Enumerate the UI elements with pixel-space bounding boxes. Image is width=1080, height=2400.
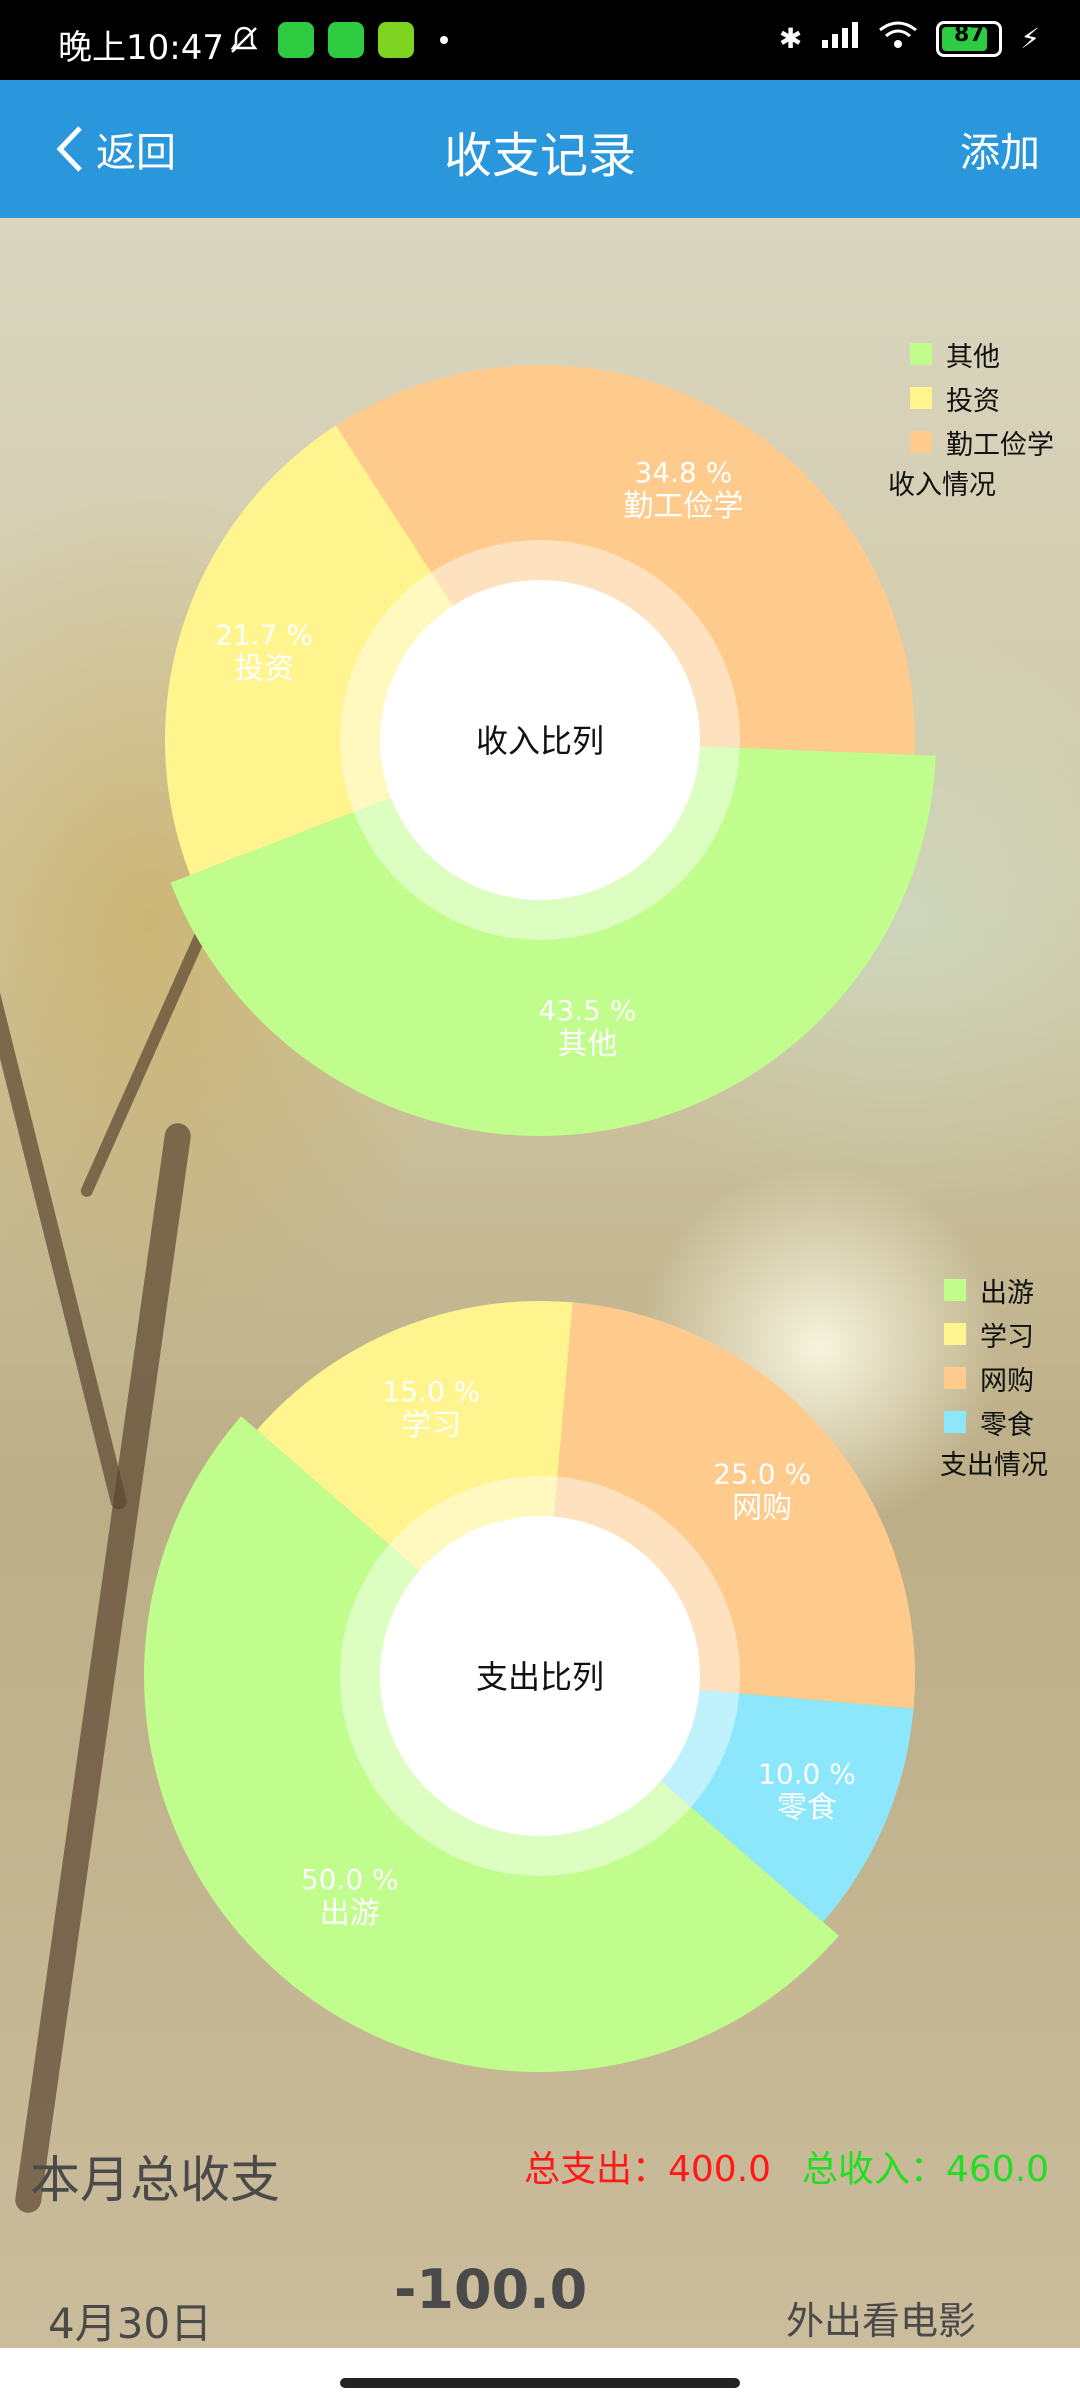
legend-swatch-study xyxy=(944,1323,966,1345)
slice-percent-label: 43.5 % xyxy=(539,994,637,1027)
total-income: 总收入：460.0 xyxy=(802,2149,1050,2190)
status-time: 晚上10:47 xyxy=(58,28,224,68)
slice-category-label: 零食 xyxy=(777,1790,837,1825)
donut-hole xyxy=(380,1516,700,1836)
status-bar: 晚上10:47 ✱ 87 ⚡ xyxy=(0,0,1080,80)
top-navbar: 返回 收支记录 添加 xyxy=(0,80,1080,218)
expense-legend: 出游 学习 网购 零食 支出情况 xyxy=(940,1268,1048,1488)
chevron-left-icon xyxy=(56,126,82,172)
wifi-icon xyxy=(878,20,918,57)
legend-label: 勤工俭学 xyxy=(946,429,1054,461)
legend-swatch-work-study xyxy=(910,431,932,453)
home-indicator[interactable] xyxy=(340,2378,740,2388)
legend-title: 支出情况 xyxy=(940,1450,1048,1481)
donut-hole xyxy=(380,580,700,900)
slice-category-label: 其他 xyxy=(557,1027,617,1062)
legend-title: 收入情况 xyxy=(888,470,996,501)
legend-label: 学习 xyxy=(980,1321,1034,1353)
legend-item: 零食 xyxy=(944,1400,1048,1444)
shield-app-icon xyxy=(328,22,364,58)
pie-slice[interactable] xyxy=(335,364,916,755)
slice-category-label: 学习 xyxy=(401,1408,461,1443)
income-legend: 其他 投资 勤工俭学 收入情况 xyxy=(888,332,1054,508)
legend-item: 其他 xyxy=(910,332,1054,376)
pie-slice[interactable] xyxy=(170,740,936,1136)
total-expense: 总支出：400.0 xyxy=(524,2149,772,2190)
chart-center-label: 支出比列 xyxy=(476,1658,604,1696)
back-label: 返回 xyxy=(96,130,176,176)
slice-category-label: 网购 xyxy=(732,1491,792,1526)
slice-category-label: 勤工俭学 xyxy=(623,489,743,524)
slice-category-label: 出游 xyxy=(320,1896,380,1931)
dot-indicator xyxy=(440,36,448,44)
record-amount: -100.0 xyxy=(394,2258,588,2321)
record-date: 4月30日 xyxy=(48,2299,213,2348)
monthly-summary-title: 本月总收支 xyxy=(30,2151,280,2209)
legend-swatch-travel xyxy=(944,1279,966,1301)
legend-label: 其他 xyxy=(946,341,1000,373)
legend-swatch-snacks xyxy=(944,1411,966,1433)
legend-label: 零食 xyxy=(980,1409,1034,1441)
slice-category-label: 投资 xyxy=(234,652,294,687)
legend-swatch-invest xyxy=(910,387,932,409)
signal-icon xyxy=(820,20,860,57)
legend-label: 出游 xyxy=(980,1277,1034,1309)
legend-item: 出游 xyxy=(944,1268,1048,1312)
add-button[interactable]: 添加 xyxy=(960,130,1040,176)
slice-percent-label: 25.0 % xyxy=(713,1458,811,1491)
back-button[interactable]: 返回 xyxy=(54,120,176,178)
bluetooth-icon: ✱ xyxy=(778,22,803,55)
legend-swatch-shopping xyxy=(944,1367,966,1389)
chart-center-label: 收入比列 xyxy=(476,722,604,760)
slice-percent-label: 34.8 % xyxy=(634,456,732,489)
legend-swatch-other xyxy=(910,343,932,365)
slice-percent-label: 10.0 % xyxy=(758,1757,856,1790)
legend-label: 投资 xyxy=(946,385,1000,417)
page-title: 收支记录 xyxy=(443,128,636,184)
battery-level: 87 xyxy=(954,21,985,47)
wechat-icon xyxy=(278,22,314,58)
slice-percent-label: 15.0 % xyxy=(382,1375,480,1408)
battery-icon: 87 xyxy=(936,20,1003,57)
charging-icon: ⚡ xyxy=(1020,22,1040,55)
slice-percent-label: 21.7 % xyxy=(215,619,313,652)
legend-item: 投资 xyxy=(910,376,1054,420)
slice-percent-label: 50.0 % xyxy=(301,1863,399,1896)
system-nav-bar xyxy=(0,2348,1080,2400)
robot-app-icon xyxy=(378,22,414,58)
record-note: 外出看电影 xyxy=(786,2299,977,2343)
legend-item: 学习 xyxy=(944,1312,1048,1356)
legend-label: 网购 xyxy=(980,1365,1034,1397)
legend-item: 网购 xyxy=(944,1356,1048,1400)
status-right: ✱ 87 ⚡ xyxy=(779,20,1040,57)
legend-item: 勤工俭学 xyxy=(910,420,1054,464)
record-row[interactable]: 4月30日 -100.0 出游 外出看电影 xyxy=(0,2240,1080,2392)
mute-bell-icon xyxy=(226,22,262,58)
